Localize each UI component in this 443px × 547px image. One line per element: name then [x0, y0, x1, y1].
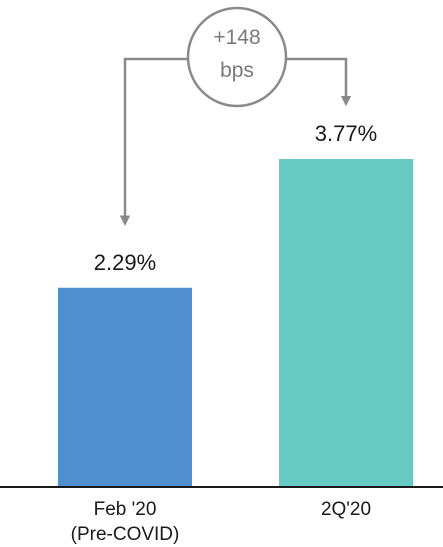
bar-1: [58, 287, 192, 487]
bars-layer: 2.29% Feb '20 (Pre-COVID) 3.77% 2Q'20: [58, 121, 413, 545]
left-arrow: [119, 57, 188, 227]
change-badge-circle: [186, 6, 288, 108]
change-badge-text: bps: [220, 59, 254, 82]
change-badge-text: +148: [213, 26, 260, 49]
bar-value-label: 2.29%: [94, 250, 156, 275]
x-tick-label: 2Q'20: [321, 499, 371, 520]
change-annotation: +148 bps: [119, 6, 352, 227]
bar-2: [279, 159, 413, 487]
right-arrow: [286, 57, 352, 107]
x-tick-label: Feb '20: [94, 499, 157, 520]
x-tick-sublabel: (Pre-COVID): [71, 524, 180, 545]
bar-value-label: 3.77%: [315, 121, 377, 146]
